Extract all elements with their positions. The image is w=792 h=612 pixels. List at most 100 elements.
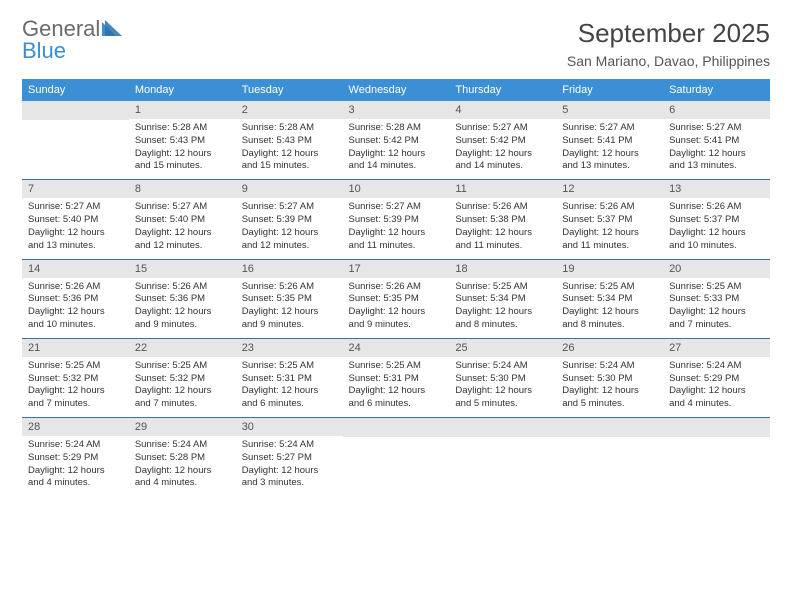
day-body: Sunrise: 5:25 AMSunset: 5:34 PMDaylight:… <box>449 278 556 338</box>
sunset-text: Sunset: 5:43 PM <box>242 135 337 148</box>
day-body: Sunrise: 5:25 AMSunset: 5:34 PMDaylight:… <box>556 278 663 338</box>
sunrise-text: Sunrise: 5:27 AM <box>349 201 444 214</box>
daylight-text: Daylight: 12 hours and 14 minutes. <box>349 148 444 174</box>
day-number: 27 <box>663 339 770 357</box>
day-number: 9 <box>236 180 343 198</box>
calendar-cell: 25Sunrise: 5:24 AMSunset: 5:30 PMDayligh… <box>449 338 556 417</box>
weekday-header: Wednesday <box>343 79 450 101</box>
day-body: Sunrise: 5:27 AMSunset: 5:39 PMDaylight:… <box>343 198 450 258</box>
daylight-text: Daylight: 12 hours and 14 minutes. <box>455 148 550 174</box>
calendar-cell: 29Sunrise: 5:24 AMSunset: 5:28 PMDayligh… <box>129 418 236 497</box>
calendar-cell: 5Sunrise: 5:27 AMSunset: 5:41 PMDaylight… <box>556 101 663 180</box>
day-number: 18 <box>449 260 556 278</box>
header: General Blue September 2025 San Mariano,… <box>22 18 770 69</box>
calendar-week-row: 1Sunrise: 5:28 AMSunset: 5:43 PMDaylight… <box>22 101 770 180</box>
sunrise-text: Sunrise: 5:26 AM <box>455 201 550 214</box>
day-number: 25 <box>449 339 556 357</box>
day-body: Sunrise: 5:27 AMSunset: 5:40 PMDaylight:… <box>22 198 129 258</box>
daylight-text: Daylight: 12 hours and 6 minutes. <box>242 385 337 411</box>
day-number: 21 <box>22 339 129 357</box>
calendar-cell: 16Sunrise: 5:26 AMSunset: 5:35 PMDayligh… <box>236 259 343 338</box>
calendar-cell: 3Sunrise: 5:28 AMSunset: 5:42 PMDaylight… <box>343 101 450 180</box>
empty-day-number <box>663 418 770 437</box>
sunrise-text: Sunrise: 5:25 AM <box>135 360 230 373</box>
day-number: 22 <box>129 339 236 357</box>
empty-day-number <box>22 101 129 120</box>
day-body: Sunrise: 5:26 AMSunset: 5:37 PMDaylight:… <box>663 198 770 258</box>
daylight-text: Daylight: 12 hours and 10 minutes. <box>669 227 764 253</box>
sunrise-text: Sunrise: 5:24 AM <box>242 439 337 452</box>
sunset-text: Sunset: 5:40 PM <box>28 214 123 227</box>
day-body: Sunrise: 5:27 AMSunset: 5:41 PMDaylight:… <box>663 119 770 179</box>
empty-day-number <box>343 418 450 437</box>
empty-day-body <box>22 120 129 172</box>
daylight-text: Daylight: 12 hours and 11 minutes. <box>562 227 657 253</box>
day-body: Sunrise: 5:25 AMSunset: 5:31 PMDaylight:… <box>236 357 343 417</box>
sunset-text: Sunset: 5:29 PM <box>28 452 123 465</box>
sunset-text: Sunset: 5:32 PM <box>28 373 123 386</box>
sunset-text: Sunset: 5:28 PM <box>135 452 230 465</box>
sunset-text: Sunset: 5:34 PM <box>562 293 657 306</box>
empty-day-number <box>449 418 556 437</box>
day-body: Sunrise: 5:25 AMSunset: 5:31 PMDaylight:… <box>343 357 450 417</box>
calendar-cell: 2Sunrise: 5:28 AMSunset: 5:43 PMDaylight… <box>236 101 343 180</box>
sunset-text: Sunset: 5:39 PM <box>242 214 337 227</box>
sunset-text: Sunset: 5:42 PM <box>455 135 550 148</box>
sunrise-text: Sunrise: 5:25 AM <box>562 281 657 294</box>
sunrise-text: Sunrise: 5:26 AM <box>242 281 337 294</box>
day-number: 13 <box>663 180 770 198</box>
daylight-text: Daylight: 12 hours and 11 minutes. <box>455 227 550 253</box>
day-number: 6 <box>663 101 770 119</box>
day-body: Sunrise: 5:24 AMSunset: 5:29 PMDaylight:… <box>663 357 770 417</box>
daylight-text: Daylight: 12 hours and 12 minutes. <box>135 227 230 253</box>
daylight-text: Daylight: 12 hours and 9 minutes. <box>349 306 444 332</box>
calendar-week-row: 14Sunrise: 5:26 AMSunset: 5:36 PMDayligh… <box>22 259 770 338</box>
day-body: Sunrise: 5:27 AMSunset: 5:39 PMDaylight:… <box>236 198 343 258</box>
weekday-header: Thursday <box>449 79 556 101</box>
daylight-text: Daylight: 12 hours and 8 minutes. <box>562 306 657 332</box>
empty-day-body <box>556 437 663 489</box>
sunrise-text: Sunrise: 5:24 AM <box>562 360 657 373</box>
calendar-cell: 21Sunrise: 5:25 AMSunset: 5:32 PMDayligh… <box>22 338 129 417</box>
daylight-text: Daylight: 12 hours and 5 minutes. <box>562 385 657 411</box>
calendar-body: 1Sunrise: 5:28 AMSunset: 5:43 PMDaylight… <box>22 101 770 496</box>
weekday-header: Tuesday <box>236 79 343 101</box>
day-body: Sunrise: 5:24 AMSunset: 5:30 PMDaylight:… <box>556 357 663 417</box>
sunset-text: Sunset: 5:42 PM <box>349 135 444 148</box>
calendar-cell <box>556 418 663 497</box>
sunrise-text: Sunrise: 5:26 AM <box>28 281 123 294</box>
sunrise-text: Sunrise: 5:25 AM <box>242 360 337 373</box>
sunset-text: Sunset: 5:41 PM <box>669 135 764 148</box>
sunrise-text: Sunrise: 5:28 AM <box>349 122 444 135</box>
calendar-header-row: SundayMondayTuesdayWednesdayThursdayFrid… <box>22 79 770 101</box>
calendar-cell: 10Sunrise: 5:27 AMSunset: 5:39 PMDayligh… <box>343 180 450 259</box>
calendar-cell: 28Sunrise: 5:24 AMSunset: 5:29 PMDayligh… <box>22 418 129 497</box>
logo-sail-icon <box>102 20 122 39</box>
calendar-cell: 23Sunrise: 5:25 AMSunset: 5:31 PMDayligh… <box>236 338 343 417</box>
day-body: Sunrise: 5:25 AMSunset: 5:32 PMDaylight:… <box>22 357 129 417</box>
location-text: San Mariano, Davao, Philippines <box>567 53 770 69</box>
day-body: Sunrise: 5:24 AMSunset: 5:30 PMDaylight:… <box>449 357 556 417</box>
calendar-week-row: 28Sunrise: 5:24 AMSunset: 5:29 PMDayligh… <box>22 418 770 497</box>
daylight-text: Daylight: 12 hours and 13 minutes. <box>562 148 657 174</box>
daylight-text: Daylight: 12 hours and 9 minutes. <box>135 306 230 332</box>
daylight-text: Daylight: 12 hours and 7 minutes. <box>669 306 764 332</box>
day-number: 3 <box>343 101 450 119</box>
calendar-cell: 7Sunrise: 5:27 AMSunset: 5:40 PMDaylight… <box>22 180 129 259</box>
day-body: Sunrise: 5:28 AMSunset: 5:42 PMDaylight:… <box>343 119 450 179</box>
sunrise-text: Sunrise: 5:26 AM <box>135 281 230 294</box>
sunrise-text: Sunrise: 5:25 AM <box>28 360 123 373</box>
daylight-text: Daylight: 12 hours and 7 minutes. <box>135 385 230 411</box>
day-number: 23 <box>236 339 343 357</box>
daylight-text: Daylight: 12 hours and 13 minutes. <box>28 227 123 253</box>
calendar-cell <box>663 418 770 497</box>
calendar-cell: 9Sunrise: 5:27 AMSunset: 5:39 PMDaylight… <box>236 180 343 259</box>
sunset-text: Sunset: 5:39 PM <box>349 214 444 227</box>
sunrise-text: Sunrise: 5:27 AM <box>242 201 337 214</box>
day-number: 20 <box>663 260 770 278</box>
daylight-text: Daylight: 12 hours and 3 minutes. <box>242 465 337 491</box>
sunset-text: Sunset: 5:35 PM <box>349 293 444 306</box>
sunrise-text: Sunrise: 5:25 AM <box>455 281 550 294</box>
sunrise-text: Sunrise: 5:26 AM <box>349 281 444 294</box>
calendar-cell <box>449 418 556 497</box>
